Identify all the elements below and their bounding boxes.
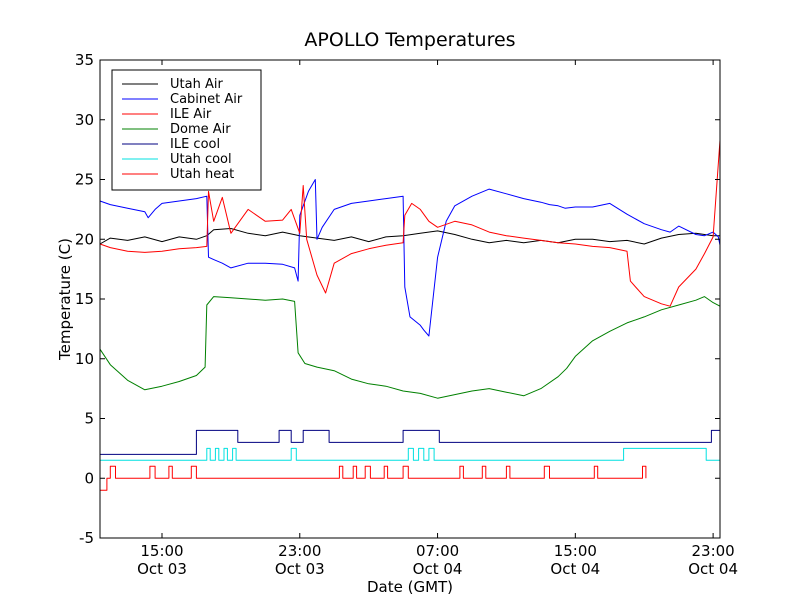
series-line-dome-air — [99, 296, 721, 399]
y-tick-label: 30 — [75, 111, 94, 129]
series-line-ile-cool — [100, 429, 720, 455]
legend-label-utah-cool: Utah cool — [170, 152, 232, 167]
legend: Utah Air Cabinet Air ILE Air Dome Air IL… — [111, 69, 262, 191]
x-tick-date-label: Oct 03 — [137, 560, 187, 578]
y-tick-label: 35 — [75, 51, 94, 69]
y-tick-label: 20 — [75, 230, 94, 248]
y-tick-label: 0 — [84, 469, 94, 487]
y-tick-label: 10 — [75, 350, 94, 368]
series-line-utah-air — [99, 228, 720, 245]
x-axis-label: Date (GMT) — [367, 578, 453, 596]
plot-frame — [99, 59, 721, 539]
x-tick-time-label: 15:00 — [554, 542, 597, 560]
series-line-cabinet-air — [99, 179, 721, 337]
x-tick-date-label: Oct 04 — [688, 560, 738, 578]
y-tick-label: 25 — [75, 171, 94, 189]
legend-label-utah-air: Utah Air — [170, 77, 223, 92]
x-tick-time-label: 15:00 — [140, 542, 183, 560]
series-line-ile-air — [99, 140, 721, 307]
series-line-utah-cool — [100, 447, 720, 461]
x-tick-date-label: Oct 04 — [413, 560, 463, 578]
y-tick-label: 5 — [84, 410, 94, 428]
series-layer — [99, 140, 721, 491]
x-tick-date-label: Oct 03 — [275, 560, 325, 578]
legend-label-dome-air: Dome Air — [170, 122, 231, 137]
x-tick-time-label: 07:00 — [416, 542, 459, 560]
x-tick-time-label: 23:00 — [278, 542, 321, 560]
x-tick-time-label: 23:00 — [691, 542, 734, 560]
legend-label-cabinet-air: Cabinet Air — [170, 92, 243, 107]
legend-box — [111, 69, 262, 191]
series-line-utah-heat — [99, 465, 647, 491]
chart-title: APOLLO Temperatures — [304, 29, 515, 51]
legend-label-utah-heat: Utah heat — [170, 167, 234, 182]
y-tick-label: 15 — [75, 290, 94, 308]
y-tick-label: -5 — [79, 529, 94, 547]
legend-label-ile-air: ILE Air — [170, 107, 212, 122]
x-tick-date-label: Oct 04 — [550, 560, 600, 578]
y-axis-label: Temperature (C) — [56, 238, 74, 361]
legend-label-ile-cool: ILE cool — [170, 137, 220, 152]
